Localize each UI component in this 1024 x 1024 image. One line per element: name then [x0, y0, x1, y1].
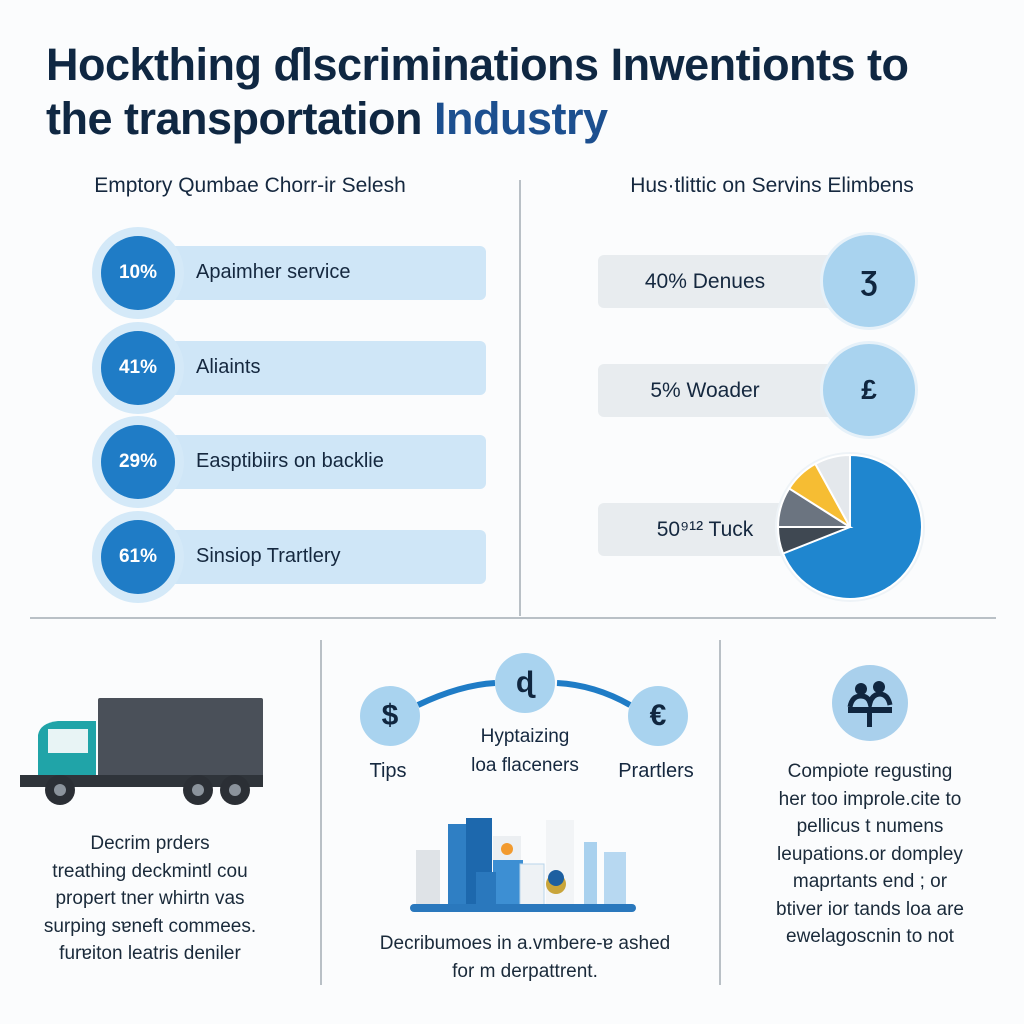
right-section-heading: Hus·tlittic on Servins Elimbens	[630, 174, 914, 197]
node-label-partners: Prartlers	[618, 760, 694, 782]
text-line: propert tner whirtn vas	[55, 888, 245, 909]
currency-icon: Ʒ	[820, 232, 918, 330]
text-line: pellicus t numens	[796, 816, 944, 837]
euro-icon: €	[628, 686, 688, 746]
anchor-icon: ɖ	[495, 653, 555, 713]
city-skyline-illustration	[410, 818, 636, 912]
text-line: maprtants end ; or	[792, 871, 948, 892]
bottom-middle-caption: Decribumoes in a.vmbere-ɐ ashed for m de…	[330, 930, 720, 985]
title-line-1: Hockthing ɗlscriminations Inwentionts to	[46, 39, 909, 90]
text-line: surping sɐneft commees.	[43, 915, 257, 937]
stat-bar-1: Apaimher service	[150, 246, 486, 300]
text-line: ewelagoscnin to not	[786, 926, 954, 947]
dollar-icon: $	[360, 686, 420, 746]
left-section-heading: Emptory Qumbae Chorr-ir Selesh	[94, 174, 406, 197]
node-label-center: Hyptaizing loa flaceners	[445, 722, 605, 780]
stat-percent-badge: 61%	[101, 520, 175, 594]
page-title: Hockthing ɗlscriminations Inwentionts to…	[46, 38, 909, 146]
bottom-left-text: Decrim prders treathing deckmintl cou pr…	[10, 830, 290, 968]
bottom-divider-2	[719, 640, 721, 985]
bottom-right-text: Compiote regusting her too improle.cite …	[740, 758, 1000, 951]
people-meeting-icon	[832, 665, 908, 741]
truck-icon	[20, 698, 263, 805]
text-line: leupations.or dompley	[777, 843, 963, 865]
text-line: Hyptaizing	[480, 726, 570, 747]
connector-arc	[416, 680, 632, 708]
stat-percent-badge: 41%	[101, 331, 175, 405]
bottom-divider-1	[320, 640, 322, 985]
text-line: Decrim prders	[90, 833, 210, 854]
pound-icon: £	[820, 341, 918, 439]
stat-label: Easptibiirs on backlie	[196, 450, 384, 472]
text-line: Decribumoes in a.vmbere-ɐ ashed	[379, 933, 671, 954]
stat-bar-3: Easptibiirs on backlie	[150, 435, 486, 489]
service-bar-1: 40% Denues	[598, 255, 842, 308]
stat-label: Sinsiop Trartlery	[196, 545, 341, 567]
stat-percent-badge: 10%	[101, 236, 175, 310]
pie-slice-1	[781, 453, 923, 600]
text-line: loa flaceners	[471, 755, 579, 776]
title-line-2-text: the transportation	[46, 93, 435, 144]
pie-slice-5	[813, 453, 851, 528]
text-line: her too improle.cite to	[778, 788, 962, 810]
stat-label: Apaimher service	[196, 261, 351, 283]
text-line: btiver ior tands loa are	[776, 898, 964, 920]
horizontal-divider	[30, 617, 996, 619]
text-line: Compiote regusting	[787, 761, 953, 782]
title-accent: Industry	[434, 93, 608, 144]
pie-chart-icon	[775, 452, 925, 602]
stat-bar-2: Aliaints	[150, 341, 486, 395]
stat-bar-4: Sinsiop Trartlery	[150, 530, 486, 584]
stat-label: Aliaints	[196, 356, 261, 378]
text-line: treathing deckmintl cou	[52, 860, 248, 882]
text-line: for m derpattrent.	[452, 960, 598, 982]
vertical-divider	[519, 180, 521, 616]
title-line-2: the transportation Industry	[46, 92, 909, 146]
service-bar-2: 5% Woader	[598, 364, 842, 417]
text-line: furɐiton leatris deniler	[59, 943, 241, 964]
stat-percent-badge: 29%	[101, 425, 175, 499]
node-label-tips: Tips	[369, 760, 407, 782]
